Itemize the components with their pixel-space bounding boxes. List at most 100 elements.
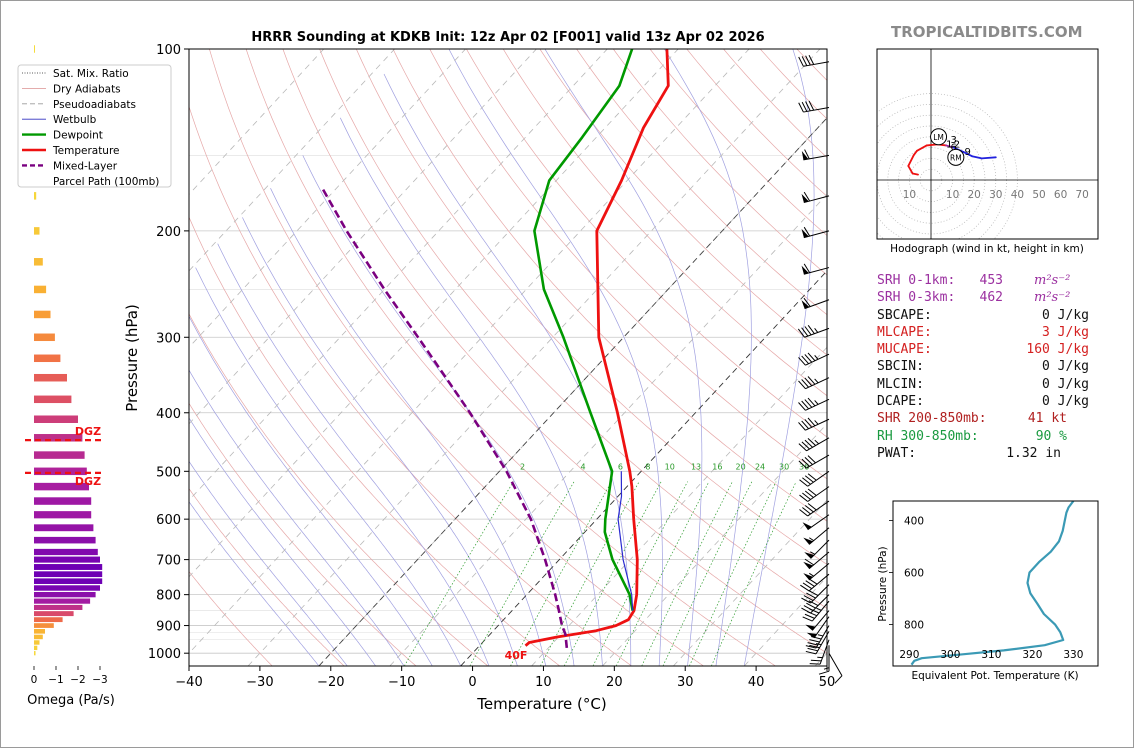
wind-barb (798, 398, 829, 410)
moist-adiabat (664, 49, 751, 666)
barb-shaft (803, 62, 829, 67)
barb-shaft (829, 653, 842, 676)
theta-e-ylabel: Pressure (hPa) (877, 546, 889, 621)
omega-bar (34, 396, 71, 404)
isotherm (390, 49, 962, 666)
param-value: 0 J/kg (1042, 377, 1089, 392)
omega-bar (34, 564, 102, 570)
param-value: 0 J/kg (1042, 308, 1089, 323)
moist-adiabat (196, 268, 461, 666)
moist-adiabat (545, 49, 702, 666)
dewpoint-line (534, 49, 632, 611)
mixing-ratio-label: 13 (691, 462, 701, 471)
legend-label: Sat. Mix. Ratio (53, 68, 129, 80)
x-tick-label: −30 (246, 675, 273, 690)
omega-bar (34, 524, 93, 531)
theta-e-y-tick-label: 600 (904, 567, 924, 579)
omega-bar (34, 592, 96, 597)
theta-e-x-tick-label: 330 (1063, 649, 1083, 661)
param-value: 1.32 in (1006, 446, 1061, 461)
theta-e-x-tick-label: 310 (981, 649, 1001, 661)
hodograph-ring-label: 50 (1032, 189, 1045, 201)
hodograph-ring-label: 10 (903, 189, 916, 201)
storm-motion-label: LM (933, 133, 944, 142)
barb-full (811, 660, 821, 661)
param-label: SBCAPE: (877, 308, 932, 323)
param-label: RH 300-850mb: (877, 429, 979, 444)
mixing-ratio-line (564, 482, 661, 666)
legend-label: Parcel Path (100mb) (53, 176, 159, 188)
y-tick-label: 200 (156, 225, 181, 240)
param-value: 0 J/kg (1042, 394, 1089, 409)
barb-full (803, 617, 813, 621)
theta-e-x-tick-label: 320 (1022, 649, 1042, 661)
omega-bar (34, 617, 63, 622)
omega-bar (34, 646, 37, 650)
param-unit: m²s⁻² (1034, 290, 1070, 305)
omega-bar (34, 635, 43, 640)
param-label: PWAT: (877, 446, 916, 461)
moist-adiabat (340, 118, 602, 666)
omega-bar (34, 640, 40, 644)
wind-barb (802, 150, 829, 160)
param-label: DCAPE: (877, 394, 924, 409)
omega-bar (34, 497, 91, 505)
omega-axes: 0−1−2−3 (31, 666, 108, 686)
param-row: MUCAPE:160 J/kg (877, 342, 1127, 359)
param-label: SHR 200-850mb: (877, 411, 987, 426)
omega-xlabel: Omega (Pa/s) (27, 693, 115, 708)
moist-adiabat (123, 346, 347, 666)
barb-half (815, 420, 818, 424)
param-row: PWAT: 1.32 in (877, 446, 1127, 463)
moist-adiabat (449, 49, 663, 666)
theta-e-y-tick-label: 400 (904, 515, 924, 527)
mixing-ratio-label: 8 (645, 462, 650, 471)
hodograph-segment (982, 157, 996, 158)
y-tick-label: 900 (156, 620, 181, 635)
legend-label: Temperature (52, 145, 120, 157)
omega-bar (34, 355, 60, 363)
mixing-ratio-label: 16 (712, 462, 722, 471)
dry-adiabat (209, 49, 703, 666)
legend-label: Pseudoadiabats (53, 99, 136, 111)
y-tick-label: 600 (156, 513, 181, 528)
hodograph-segment (972, 156, 982, 158)
theta-e-line (912, 501, 1074, 665)
mixing-ratio-label: 2 (520, 462, 525, 471)
mixing-ratio-label: 24 (755, 462, 765, 471)
mixing-ratio-line (711, 482, 796, 666)
wind-barb (803, 528, 829, 545)
param-row: SHR 200-850mb:41 kt (877, 411, 1127, 428)
param-row: SBCIN:0 J/kg (877, 359, 1127, 376)
param-label: MLCIN: (877, 377, 924, 392)
barb-full (808, 648, 818, 650)
wind-barb (803, 515, 829, 530)
omega-bar (34, 611, 74, 616)
barb-shaft (805, 328, 829, 337)
barb-full (835, 676, 842, 684)
y-tick-label: 100 (156, 43, 181, 58)
mixing-ratio-label: 10 (665, 462, 675, 471)
wind-barb (799, 438, 829, 451)
x-tick-label: 50 (819, 675, 836, 690)
mixing-ratio-line (470, 482, 574, 666)
param-value: 3 J/kg (1042, 325, 1089, 340)
mixing-ratio-label: 6 (618, 462, 623, 471)
barb-half (815, 400, 818, 404)
omega-bar (34, 227, 40, 235)
wind-barb (805, 611, 829, 631)
wetbulb-line (618, 471, 633, 610)
barb-half (816, 608, 821, 610)
theta-e-xlabel: Equivalent Pot. Temperature (K) (911, 670, 1078, 682)
theta-e-x-tick-label: 290 (899, 649, 919, 661)
skewt-xlabel: Temperature (°C) (476, 695, 606, 713)
omega-bar (34, 334, 55, 342)
dgz-label-top: DGZ (75, 425, 101, 438)
wind-barbs (798, 55, 842, 683)
